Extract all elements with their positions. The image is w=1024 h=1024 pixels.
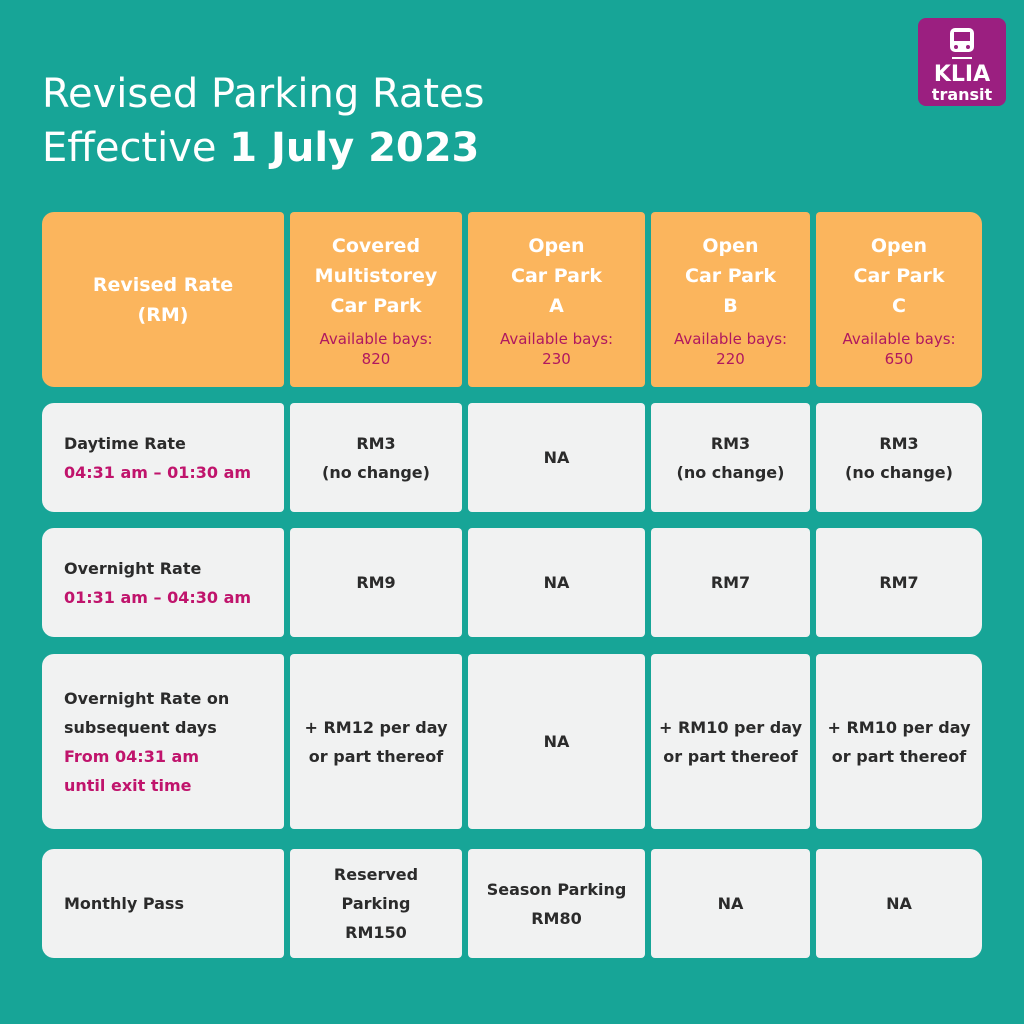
rate-text: RM3 — [879, 433, 919, 453]
header-text: Open — [702, 234, 759, 257]
row-label: Daytime Rate — [64, 433, 186, 453]
rate-text: Season Parking — [486, 879, 627, 899]
bays-label: Available bays: — [673, 329, 788, 348]
row-label: subsequent days — [64, 717, 217, 737]
rate-text: (no change) — [322, 462, 430, 482]
bays-count: 650 — [884, 349, 914, 368]
title-line: Effective 1 July 2023 — [42, 122, 479, 174]
rate-text: + RM12 per day — [304, 717, 448, 737]
row-time: 04:31 am – 01:30 am — [64, 462, 252, 482]
rate-text: RM7 — [710, 573, 751, 592]
row-label: Monthly Pass — [64, 894, 184, 913]
header-text: Revised Rate — [92, 273, 234, 296]
rate-text: RM9 — [356, 573, 396, 592]
rate-text: or part thereof — [663, 746, 798, 766]
rate-text: NA — [543, 573, 570, 592]
header-cell: Open Car Park B Available bays: 220 — [651, 212, 810, 387]
row-time: From 04:31 am — [64, 746, 199, 766]
rate-text: or part thereof — [831, 746, 967, 766]
rate-text: RM80 — [531, 908, 582, 928]
header-text: Car Park — [853, 264, 945, 287]
rate-cell: RM7 — [651, 528, 810, 637]
rate-cell: RM3 (no change) — [816, 403, 982, 512]
train-icon — [950, 28, 974, 59]
row-label: Overnight Rate on — [64, 688, 230, 708]
row-label-cell: Daytime Rate 04:31 am – 01:30 am — [42, 403, 284, 512]
header-text: Covered — [331, 234, 421, 257]
row-label-cell: Monthly Pass — [42, 849, 284, 958]
header-text: Car Park — [511, 264, 602, 287]
rate-text: NA — [543, 732, 570, 751]
rate-cell: RM3 (no change) — [651, 403, 810, 512]
header-text: Open — [870, 234, 928, 257]
rate-text: (no change) — [845, 462, 953, 482]
header-text: Open — [528, 234, 585, 257]
header-cell: Open Car Park C Available bays: 650 — [816, 212, 982, 387]
header-cell: Covered Multistorey Car Park Available bays… — [290, 212, 462, 387]
rate-cell: RM9 — [290, 528, 462, 637]
header-text: Car Park — [685, 264, 776, 287]
rate-text: or part thereof — [308, 746, 444, 766]
rate-text: RM7 — [879, 573, 919, 592]
title-date: 1 July 2023 — [229, 125, 480, 171]
header-text: (RM) — [137, 303, 189, 326]
bays-label: Available bays: — [499, 329, 614, 348]
rate-cell: + RM12 per day or part thereof — [290, 654, 462, 829]
logo: KLIA transit — [918, 18, 1006, 106]
rate-text: NA — [717, 894, 744, 913]
rate-cell: RM3 (no change) — [290, 403, 462, 512]
rate-text: RM150 — [345, 923, 407, 942]
rate-cell: RM7 — [816, 528, 982, 637]
header-text: Car Park — [330, 294, 422, 317]
header-text: A — [549, 294, 564, 317]
rate-cell: + RM10 per day or part thereof — [651, 654, 810, 829]
rate-text: NA — [886, 894, 912, 913]
rate-cell: NA — [468, 403, 645, 512]
header-cell: Revised Rate (RM) — [42, 212, 284, 387]
row-label-cell: Overnight Rate 01:31 am – 04:30 am — [42, 528, 284, 637]
logo-sub: transit — [931, 85, 993, 104]
row-label: Overnight Rate — [64, 558, 202, 578]
rate-cell: Season Parking RM80 — [468, 849, 645, 958]
header-text: Multistorey — [314, 264, 438, 287]
rate-text: NA — [543, 448, 570, 467]
rate-cell: + RM10 per day or part thereof — [816, 654, 982, 829]
rate-text: Parking — [341, 894, 411, 913]
rate-text: (no change) — [676, 462, 785, 482]
header-cell: Open Car Park A Available bays: 230 — [468, 212, 645, 387]
header-text: C — [892, 294, 906, 317]
rate-cell: NA — [816, 849, 982, 958]
row-time: 01:31 am – 04:30 am — [64, 587, 252, 607]
logo-name: KLIA — [933, 62, 991, 87]
header-text: B — [723, 294, 738, 317]
bays-count: 220 — [716, 349, 745, 368]
bays-label: Available bays: — [842, 329, 956, 348]
rate-cell: Reserved Parking RM150 — [290, 849, 462, 958]
rate-text: + RM10 per day — [658, 717, 802, 737]
row-time: until exit time — [64, 775, 192, 795]
bays-label: Available bays: — [319, 329, 433, 348]
rate-text: RM3 — [356, 433, 396, 453]
title-prefix: Effective — [42, 125, 217, 171]
rate-text: Reserved — [333, 865, 419, 884]
row-label-cell: Overnight Rate on subsequent days From 04:… — [42, 654, 284, 829]
rate-text: RM3 — [710, 433, 751, 453]
rate-cell: NA — [468, 528, 645, 637]
bays-count: 820 — [361, 349, 391, 368]
rate-cell: NA — [651, 849, 810, 958]
rate-text: + RM10 per day — [827, 717, 971, 737]
bays-count: 230 — [542, 349, 571, 368]
rate-cell: NA — [468, 654, 645, 829]
title-line: Revised Parking Rates — [42, 71, 485, 117]
